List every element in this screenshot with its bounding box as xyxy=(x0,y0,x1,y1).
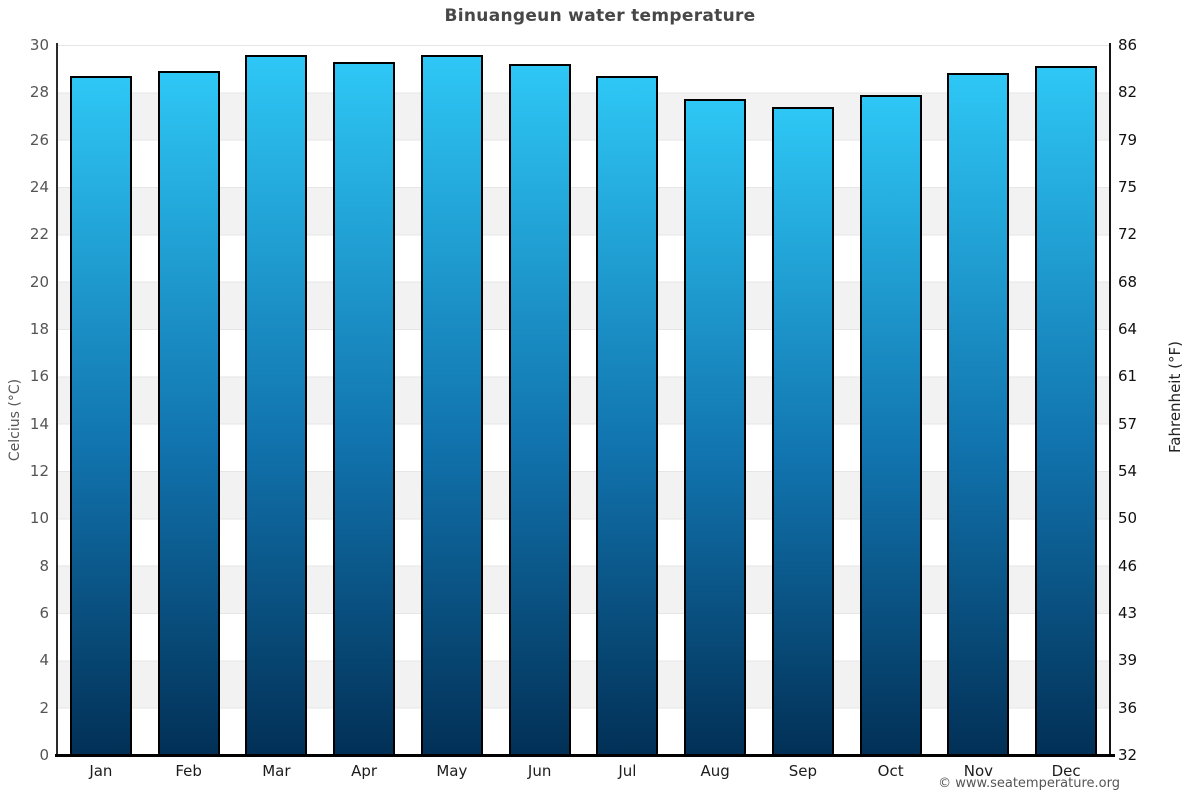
y-tick-celsius-12: 12 xyxy=(29,462,49,480)
x-tick-dec: Dec xyxy=(1051,762,1081,780)
x-tick-jul: Jul xyxy=(618,762,637,780)
bar-mar xyxy=(245,54,308,755)
y-tick-fahrenheit-75: 75 xyxy=(1118,178,1138,196)
right-axis-title: Fahrenheit (°F) xyxy=(1166,341,1184,453)
x-tick-feb: Feb xyxy=(175,762,202,780)
y-tick-celsius-28: 28 xyxy=(29,83,49,102)
y-tick-fahrenheit-68: 68 xyxy=(1118,272,1138,291)
y-tick-celsius-2: 2 xyxy=(39,698,49,717)
bar-oct xyxy=(859,94,922,755)
y-tick-celsius-20: 20 xyxy=(29,272,49,291)
bar-jul xyxy=(596,75,659,755)
x-tick-jan: Jan xyxy=(89,762,113,780)
right-axis-line xyxy=(1109,43,1111,755)
y-tick-fahrenheit-43: 43 xyxy=(1118,604,1138,622)
y-tick-celsius-26: 26 xyxy=(29,130,49,149)
x-tick-nov: Nov xyxy=(963,762,994,780)
bar-jan xyxy=(69,75,132,755)
y-tick-celsius-8: 8 xyxy=(39,556,49,575)
y-tick-fahrenheit-82: 82 xyxy=(1118,83,1138,102)
x-tick-oct: Oct xyxy=(877,762,904,780)
y-tick-celsius-16: 16 xyxy=(29,367,49,386)
x-tick-jun: Jun xyxy=(527,762,552,780)
plot-area xyxy=(57,45,1110,755)
x-tick-sep: Sep xyxy=(788,762,818,780)
left-axis-line xyxy=(56,43,58,755)
bar-dec xyxy=(1035,66,1098,755)
y-tick-fahrenheit-57: 57 xyxy=(1118,414,1138,433)
y-tick-celsius-4: 4 xyxy=(39,651,49,670)
y-tick-fahrenheit-46: 46 xyxy=(1118,556,1138,575)
x-axis-line xyxy=(55,754,1115,757)
y-tick-fahrenheit-72: 72 xyxy=(1118,225,1138,244)
y-tick-fahrenheit-32: 32 xyxy=(1118,746,1138,764)
y-tick-fahrenheit-36: 36 xyxy=(1118,698,1138,717)
bar-jun xyxy=(508,63,571,755)
y-tick-celsius-22: 22 xyxy=(29,225,49,244)
y-tick-fahrenheit-61: 61 xyxy=(1118,367,1138,386)
y-tick-celsius-24: 24 xyxy=(29,178,49,196)
y-tick-celsius-10: 10 xyxy=(29,509,49,528)
bar-apr xyxy=(333,61,396,755)
bar-may xyxy=(420,54,483,755)
copyright-credit-link[interactable]: © www.seatemperature.org xyxy=(938,776,1120,791)
x-tick-mar: Mar xyxy=(262,762,291,780)
x-tick-aug: Aug xyxy=(700,762,730,780)
y-tick-fahrenheit-39: 39 xyxy=(1118,651,1138,670)
y-tick-celsius-30: 30 xyxy=(29,36,49,54)
bar-nov xyxy=(947,73,1010,755)
chart-title: Binuangeun water temperature xyxy=(444,6,756,26)
x-tick-apr: Apr xyxy=(351,762,378,780)
bar-aug xyxy=(684,99,747,755)
bar-feb xyxy=(157,71,220,755)
y-tick-celsius-0: 0 xyxy=(39,746,49,764)
y-tick-fahrenheit-54: 54 xyxy=(1118,462,1138,480)
y-tick-celsius-6: 6 xyxy=(39,604,49,622)
y-tick-celsius-18: 18 xyxy=(29,320,49,338)
y-tick-fahrenheit-79: 79 xyxy=(1118,130,1138,149)
bar-sep xyxy=(771,106,834,755)
y-tick-celsius-14: 14 xyxy=(29,414,49,433)
y-tick-fahrenheit-64: 64 xyxy=(1118,320,1138,338)
y-tick-fahrenheit-50: 50 xyxy=(1118,509,1138,528)
x-tick-may: May xyxy=(436,762,468,780)
y-tick-fahrenheit-86: 86 xyxy=(1118,36,1138,54)
